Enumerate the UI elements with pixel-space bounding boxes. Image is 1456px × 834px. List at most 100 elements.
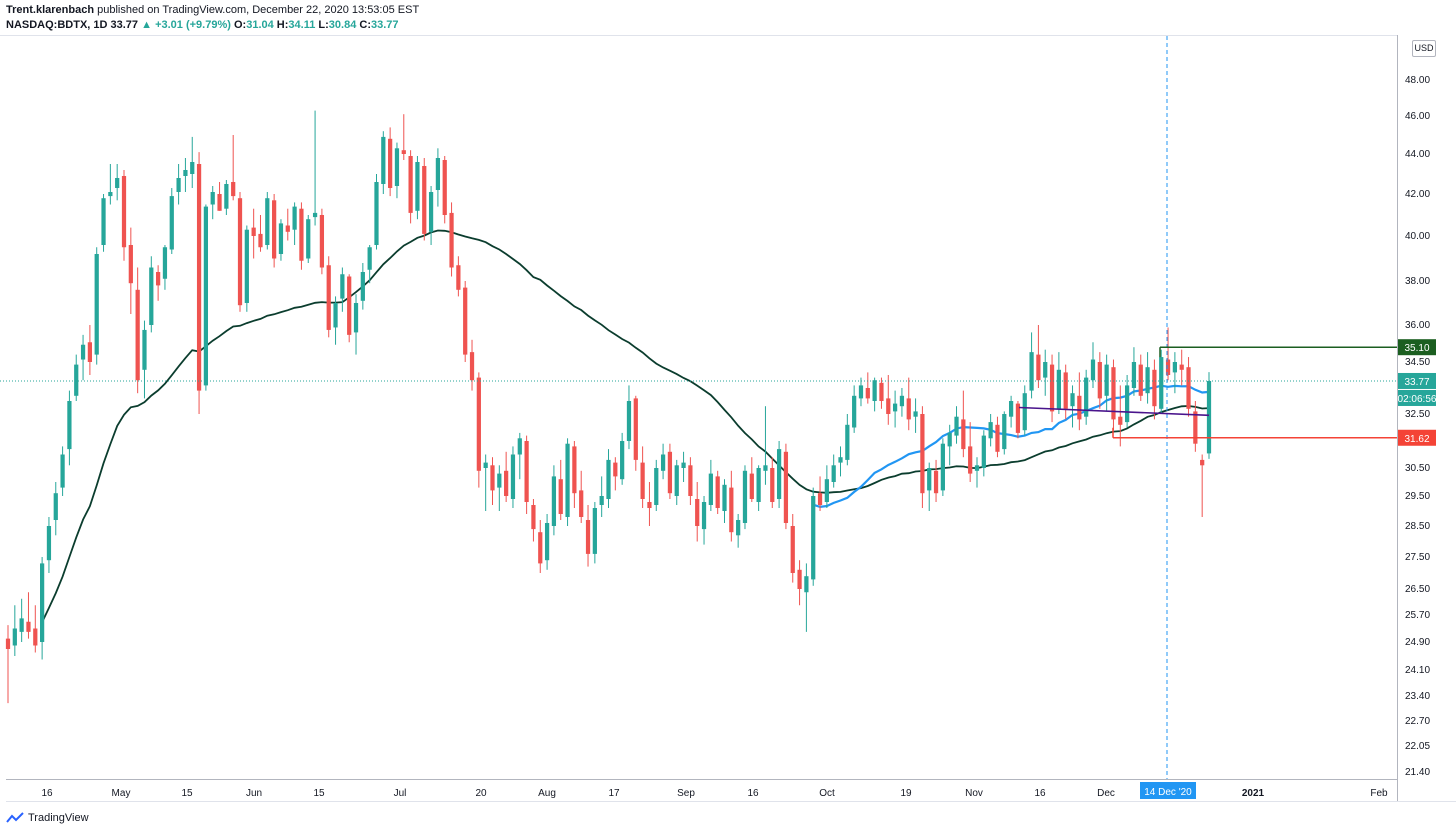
candle-body (1104, 364, 1109, 396)
candle-body (87, 342, 93, 362)
candle-body (94, 254, 99, 355)
candle-body (968, 446, 973, 474)
support-price-tag-bg (1398, 429, 1436, 446)
time-tick-label: Nov (965, 788, 983, 799)
candle-body (115, 178, 120, 188)
author[interactable]: Trent.klarenbach (6, 4, 95, 16)
candle-body (790, 526, 795, 573)
price-tick-label: 42.00 (1405, 189, 1430, 200)
candle-body (620, 441, 625, 480)
candles (5, 110, 1212, 704)
candle-body (654, 468, 659, 505)
candle-body (428, 192, 434, 232)
price-tick-label: 29.50 (1405, 491, 1430, 502)
candle-body (729, 487, 734, 533)
candle-body (1043, 362, 1048, 378)
candle-body (981, 435, 986, 468)
tradingview-logo-icon (6, 812, 24, 823)
candle-body (613, 462, 618, 477)
candle-body (1063, 372, 1068, 409)
last-price: 33.77 (110, 19, 139, 31)
candle-body (920, 414, 925, 494)
candle-body (251, 227, 256, 236)
candle-body (53, 493, 58, 520)
candle-body (824, 479, 829, 502)
candle-body (67, 401, 72, 450)
candle-body (1124, 385, 1130, 423)
price-tick-label: 22.70 (1405, 716, 1430, 727)
price-axis-ticks: 48.00 46.00 44.00 42.00 40.00 38.00 36.00 34.50… (1405, 75, 1430, 778)
candle-body (504, 470, 509, 496)
candle-body (572, 446, 577, 494)
candle-body (852, 395, 857, 428)
countdown-tag-bg (1398, 389, 1436, 406)
candle-body (1097, 362, 1102, 399)
candle-body (1015, 403, 1021, 433)
candle-body (388, 138, 393, 188)
candle-body (940, 443, 945, 491)
candle-body (579, 490, 584, 517)
time-tick-label: 15 (181, 788, 193, 799)
candle-body (237, 198, 243, 306)
candle-body (927, 468, 932, 491)
candle-body (12, 628, 17, 646)
candle-body (1145, 367, 1150, 394)
candle-body (278, 223, 284, 254)
tradingview-brand: TradingView (28, 812, 89, 824)
candle-body (490, 465, 495, 491)
candle-body (783, 451, 789, 523)
candle-body (770, 468, 775, 502)
candle-body (531, 505, 536, 530)
last-price-tag-bg (1398, 372, 1436, 389)
candle-body (565, 443, 570, 517)
candle-body (1165, 359, 1171, 375)
candle-body (46, 526, 52, 561)
candle-body (1172, 362, 1177, 373)
candle-body (449, 212, 454, 268)
candle-body (872, 380, 877, 401)
high-label: H: (276, 19, 289, 31)
candle-body (1193, 411, 1198, 444)
price-tick-label: 21.40 (1405, 767, 1430, 778)
candle-body (381, 136, 386, 184)
candle-body (599, 496, 604, 505)
candle-body (538, 532, 543, 564)
candle-body (33, 628, 38, 646)
candle-body (865, 388, 870, 399)
candle-body (1049, 364, 1055, 412)
candle-body (797, 569, 802, 589)
time-tick-label: 16 (747, 788, 759, 799)
candle-body (326, 265, 331, 330)
candle-body (681, 462, 686, 468)
candle-body (156, 272, 161, 286)
time-tick-label: Dec (1097, 788, 1115, 799)
candle-body (961, 419, 966, 450)
moving-average-short-line (812, 384, 1210, 509)
candle-body (1090, 359, 1096, 381)
candle-body (763, 465, 768, 471)
candle-body (811, 496, 816, 580)
candle-body (524, 441, 529, 502)
candle-body (845, 424, 850, 460)
candle-body (626, 401, 632, 441)
candle-body (26, 621, 31, 632)
candle-body (367, 247, 372, 270)
currency-button[interactable]: USD (1412, 40, 1436, 57)
candle-body (60, 454, 65, 488)
candle-body (162, 247, 168, 279)
candle-body (831, 465, 836, 482)
candle-body (606, 459, 611, 499)
candle-body (374, 182, 379, 245)
candle-body (695, 499, 700, 526)
symbol[interactable]: NASDAQ:BDTX, 1D (6, 19, 108, 31)
candle-body (333, 303, 338, 328)
candle-body (544, 523, 550, 561)
candle-body (196, 164, 202, 391)
candle-body (660, 454, 666, 471)
tradingview-footer[interactable]: TradingView (6, 812, 89, 824)
candle-body (1200, 459, 1205, 466)
low-value: 30.84 (328, 19, 357, 31)
candle-body (5, 638, 11, 649)
price-tick-label: 26.50 (1405, 584, 1430, 595)
